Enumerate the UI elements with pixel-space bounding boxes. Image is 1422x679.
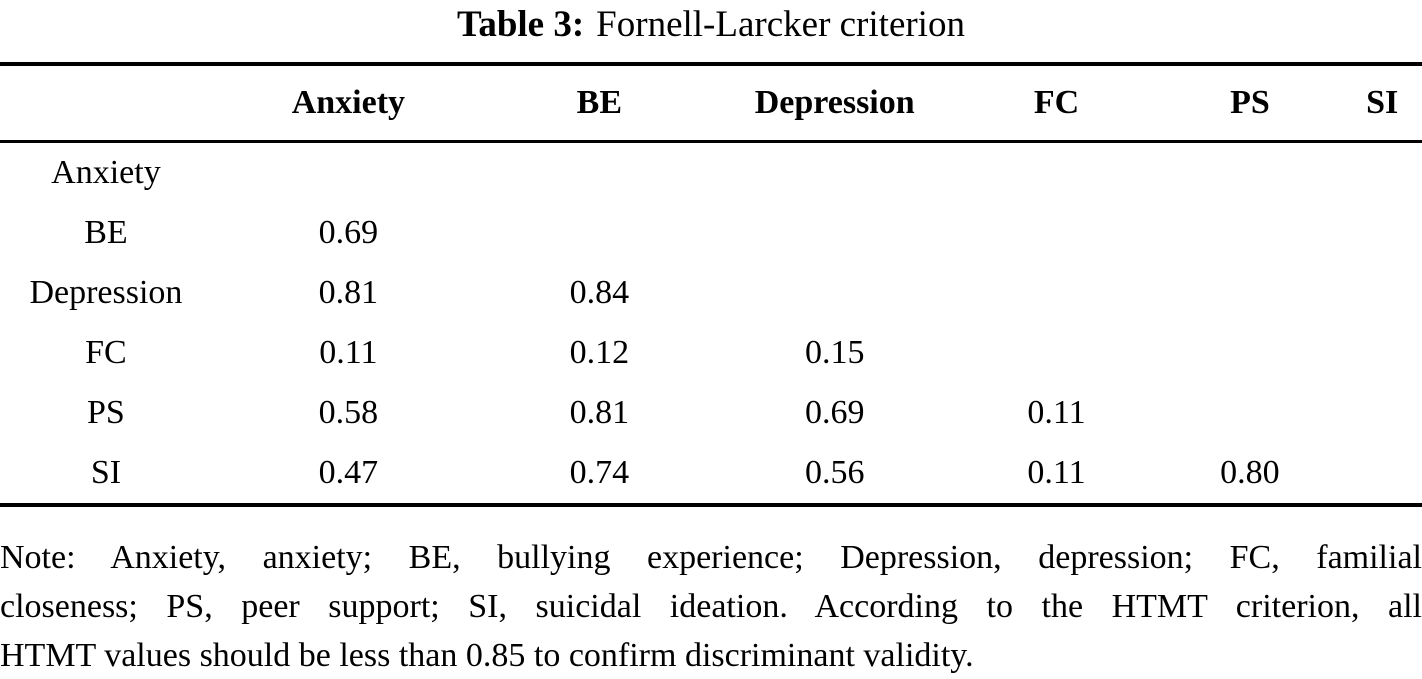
table-body: Anxiety BE 0.69 Depression 0.81 0.84 FC 0.11 0.1… bbox=[0, 142, 1422, 506]
column-header-empty bbox=[0, 64, 212, 142]
column-header-ps: PS bbox=[1230, 84, 1270, 121]
table-cell bbox=[714, 203, 956, 263]
table-cell bbox=[212, 142, 485, 204]
table-cell bbox=[956, 323, 1158, 383]
table-cell: 0.80 bbox=[1220, 454, 1280, 491]
table-cell: 0.11 bbox=[319, 334, 378, 371]
table-cell bbox=[1157, 323, 1342, 383]
table-cell bbox=[1342, 383, 1422, 443]
fornell-larcker-table: Anxiety BE Depression FC PS SI Anxiety BE… bbox=[0, 62, 1422, 507]
table-row: Depression 0.81 0.84 bbox=[0, 263, 1422, 323]
table-row: FC 0.11 0.12 0.15 bbox=[0, 323, 1422, 383]
table-cell bbox=[485, 142, 714, 204]
header-row: Anxiety BE Depression FC PS SI bbox=[0, 64, 1422, 142]
table-caption: Table 3: Fornell-Larcker criterion bbox=[0, 0, 1422, 48]
table-row: BE 0.69 bbox=[0, 203, 1422, 263]
table-cell: 0.58 bbox=[318, 394, 379, 431]
note-line: closeness; PS, peer support; SI, suicida… bbox=[0, 588, 1422, 625]
table-cell: 0.15 bbox=[804, 334, 865, 371]
row-label: Anxiety bbox=[51, 154, 161, 191]
row-label: SI bbox=[90, 454, 122, 491]
table-row: SI 0.47 0.74 0.56 0.11 0.80 bbox=[0, 443, 1422, 505]
table-cell bbox=[1157, 142, 1342, 204]
table-cell bbox=[1342, 323, 1422, 383]
table-cell: 0.47 bbox=[318, 454, 379, 491]
table-caption-text: Fornell-Larcker criterion bbox=[596, 3, 965, 45]
table-cell bbox=[1157, 203, 1342, 263]
table-caption-label: Table 3: bbox=[457, 3, 585, 45]
table-cell bbox=[1342, 142, 1422, 204]
table-cell bbox=[1342, 263, 1422, 323]
table-cell: 0.81 bbox=[318, 274, 379, 311]
column-header-fc: FC bbox=[1033, 84, 1080, 121]
note-line: Note: Anxiety, anxiety; BE, bullying exp… bbox=[0, 539, 1422, 576]
row-label: Depression bbox=[29, 274, 183, 311]
table-cell bbox=[956, 263, 1158, 323]
table-cell: 0.81 bbox=[569, 394, 630, 431]
table-cell bbox=[1342, 443, 1422, 505]
table-cell bbox=[485, 203, 714, 263]
table-cell bbox=[1157, 263, 1342, 323]
row-label: PS bbox=[87, 394, 125, 431]
table-cell: 0.69 bbox=[318, 214, 379, 251]
table-cell bbox=[1342, 203, 1422, 263]
table-cell: 0.11 bbox=[1027, 394, 1086, 431]
table-row: Anxiety bbox=[0, 142, 1422, 204]
column-header-depression: Depression bbox=[754, 84, 915, 121]
table-cell bbox=[956, 203, 1158, 263]
column-header-si: SI bbox=[1366, 84, 1399, 121]
table-cell: 0.69 bbox=[804, 394, 865, 431]
table-cell bbox=[714, 142, 956, 204]
table-cell: 0.11 bbox=[1027, 454, 1086, 491]
row-label: FC bbox=[85, 334, 127, 371]
column-header-anxiety: Anxiety bbox=[291, 84, 406, 121]
table-cell: 0.56 bbox=[804, 454, 865, 491]
table-cell bbox=[1157, 383, 1342, 443]
row-label: BE bbox=[84, 214, 128, 251]
note-line: HTMT values should be less than 0.85 to … bbox=[0, 637, 974, 674]
table-note: Note: Anxiety, anxiety; BE, bullying exp… bbox=[0, 533, 1422, 679]
table-cell: 0.84 bbox=[569, 274, 630, 311]
table-cell bbox=[714, 263, 956, 323]
column-header-be: BE bbox=[576, 84, 623, 121]
table-cell: 0.74 bbox=[569, 454, 630, 491]
table-cell: 0.12 bbox=[569, 334, 630, 371]
table-row: PS 0.58 0.81 0.69 0.11 bbox=[0, 383, 1422, 443]
table-cell bbox=[956, 142, 1158, 204]
